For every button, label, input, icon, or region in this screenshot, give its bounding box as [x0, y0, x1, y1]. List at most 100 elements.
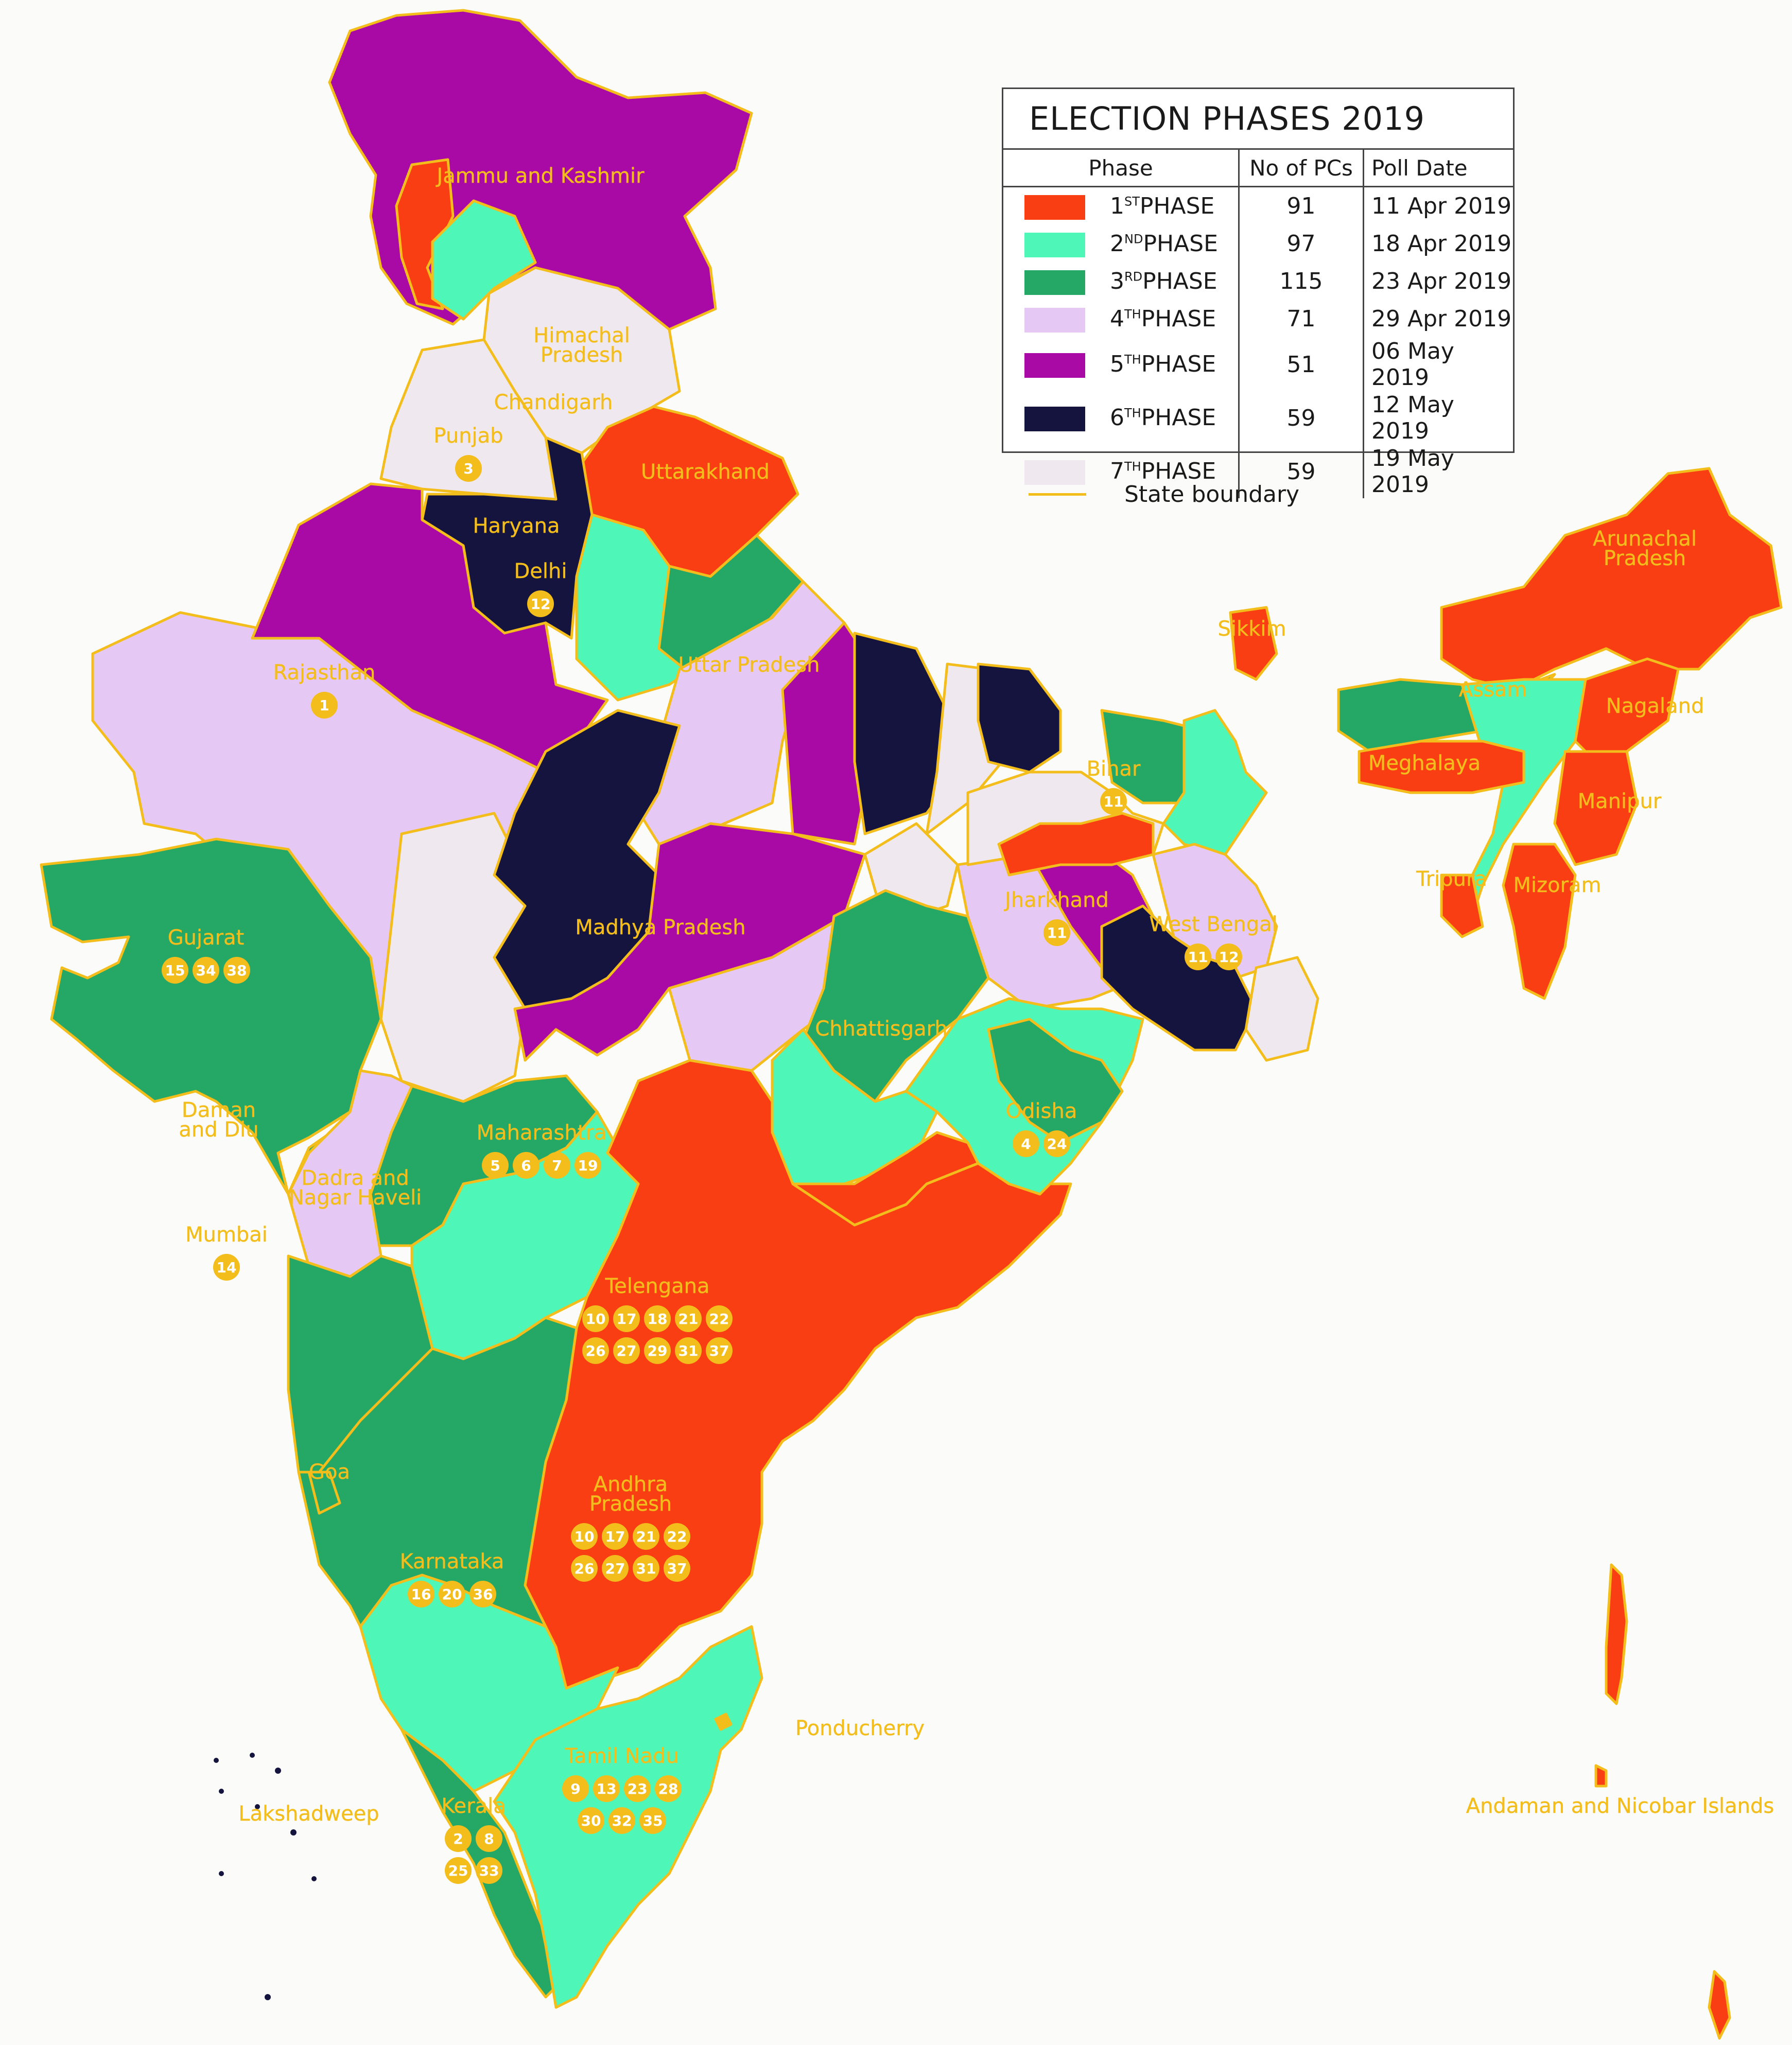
- state-name: Delhi: [514, 560, 567, 583]
- phase-date: 29 Apr 2019: [1363, 300, 1513, 338]
- state-jk: Jammu and Kashmir: [435, 164, 645, 188]
- constituency-number: 15: [165, 962, 185, 979]
- region-br-6: [977, 662, 1062, 774]
- constituency-badge: [571, 1523, 598, 1550]
- state-name: Andaman and Nicobar Islands: [1466, 1794, 1774, 1818]
- legend-row: 4THPHASE 71 29 Apr 2019: [1003, 300, 1513, 338]
- constituency-badge: [675, 1337, 702, 1364]
- phase-suffix: ND: [1124, 231, 1143, 246]
- phase-name: 3RDPHASE: [1110, 268, 1217, 294]
- phase-number: 2: [1110, 230, 1124, 257]
- phase-date: 12 May 2019: [1363, 391, 1513, 445]
- constituency-number: 27: [605, 1560, 625, 1577]
- constituency-badge: [644, 1337, 671, 1364]
- region-mz: [1502, 843, 1577, 1000]
- constituency-number: 23: [628, 1780, 648, 1797]
- state-mb: Mumbai 14: [185, 1223, 268, 1281]
- constituency-number: 21: [636, 1528, 656, 1545]
- phase-name: 4THPHASE: [1110, 306, 1216, 332]
- legend-header-row: Phase No of PCs Poll Date: [1003, 150, 1513, 187]
- legend-rows: 1STPHASE 91 11 Apr 2019 2NDPHASE 97 18 Apr 20…: [1003, 186, 1513, 498]
- phase-word: PHASE: [1139, 193, 1215, 219]
- constituency-number: 31: [636, 1560, 656, 1577]
- state-name: Pradesh: [589, 1492, 672, 1516]
- state-gj: Gujarat 15 34 38: [162, 926, 250, 984]
- constituency-number: 6: [521, 1157, 531, 1174]
- region-br-1: [997, 812, 1155, 877]
- constituency-number: 7: [552, 1157, 562, 1174]
- constituency-number: 31: [678, 1342, 699, 1359]
- phase-color-swatch: [1024, 195, 1085, 220]
- island: [219, 1789, 224, 1794]
- state-name: Meghalaya: [1368, 751, 1481, 775]
- constituency-number: 12: [531, 596, 551, 613]
- phase-date: 18 Apr 2019: [1363, 225, 1513, 263]
- phase-word: PHASE: [1141, 458, 1216, 484]
- constituency-badge: [582, 1305, 609, 1332]
- state-name: Bihar: [1087, 757, 1141, 781]
- constituency-badge: [1013, 1130, 1039, 1157]
- state-ml: Meghalaya: [1368, 751, 1481, 775]
- constituency-badge: [476, 1825, 502, 1852]
- region-mn: [1553, 750, 1639, 866]
- region-ml: [1358, 740, 1525, 794]
- region-andaman-2: [1594, 1764, 1608, 1788]
- constituency-number: 1: [319, 697, 329, 714]
- state-name: Tripura: [1416, 867, 1487, 891]
- phase-suffix: TH: [1124, 306, 1141, 321]
- constituency-number: 21: [678, 1310, 699, 1327]
- state-name: Assam: [1459, 678, 1527, 702]
- constituency-number: 33: [479, 1862, 499, 1879]
- state-br: Bihar 11: [1086, 757, 1141, 815]
- constituency-number: 22: [667, 1528, 687, 1545]
- constituency-badge: [608, 1807, 635, 1834]
- constituency-number: 5: [490, 1157, 500, 1174]
- constituency-badge: [633, 1523, 659, 1550]
- state-name: Jharkhand: [1003, 888, 1109, 912]
- state-ch: Chandigarh: [494, 391, 613, 414]
- region-tr: [1440, 873, 1484, 938]
- constituency-number: 11: [1188, 949, 1208, 966]
- constituency-badge: [664, 1555, 690, 1582]
- legend-phase-cell: 2NDPHASE: [1003, 225, 1239, 263]
- region-od-3: [987, 1018, 1124, 1144]
- constituency-badge: [675, 1305, 702, 1332]
- header-phase: Phase: [1003, 150, 1239, 187]
- legend-phase-cell: 6THPHASE: [1003, 391, 1239, 445]
- phase-suffix: TH: [1124, 352, 1141, 367]
- constituency-number: 16: [411, 1586, 431, 1603]
- phase-number: 3: [1110, 268, 1124, 294]
- constituency-badge: [706, 1337, 733, 1364]
- constituency-badge: [1100, 788, 1127, 815]
- state-mz: Mizoram: [1513, 873, 1601, 897]
- phase-pcs: 91: [1238, 186, 1364, 225]
- constituency-badge: [593, 1775, 620, 1802]
- state-name: Pradesh: [1604, 547, 1686, 570]
- constituency-badge: [602, 1523, 629, 1550]
- constituency-badge: [311, 692, 338, 719]
- state-nl: Nagaland: [1606, 694, 1704, 718]
- constituency-badge: [455, 455, 482, 482]
- phase-color-swatch: [1024, 232, 1085, 257]
- island: [250, 1753, 255, 1758]
- constituency-number: 32: [612, 1812, 632, 1829]
- state-name: Manipur: [1578, 790, 1662, 813]
- constituency-badge: [655, 1775, 682, 1802]
- constituency-badge: [1043, 919, 1070, 946]
- phase-name: 6THPHASE: [1110, 405, 1216, 431]
- legend-row: 5THPHASE 51 06 May 2019: [1003, 338, 1513, 391]
- constituency-badge: [664, 1523, 690, 1550]
- state-kl: Kerala 2 8 25 33: [441, 1794, 506, 1884]
- island: [214, 1758, 219, 1763]
- constituency-number: 11: [1104, 793, 1124, 810]
- constituency-badge: [582, 1337, 609, 1364]
- state-up: Uttar Pradesh: [678, 653, 820, 677]
- phase-color-swatch: [1024, 270, 1085, 295]
- constituency-badge: [469, 1581, 496, 1607]
- phase-number: 7: [1110, 458, 1124, 484]
- region-gj: [40, 837, 382, 1196]
